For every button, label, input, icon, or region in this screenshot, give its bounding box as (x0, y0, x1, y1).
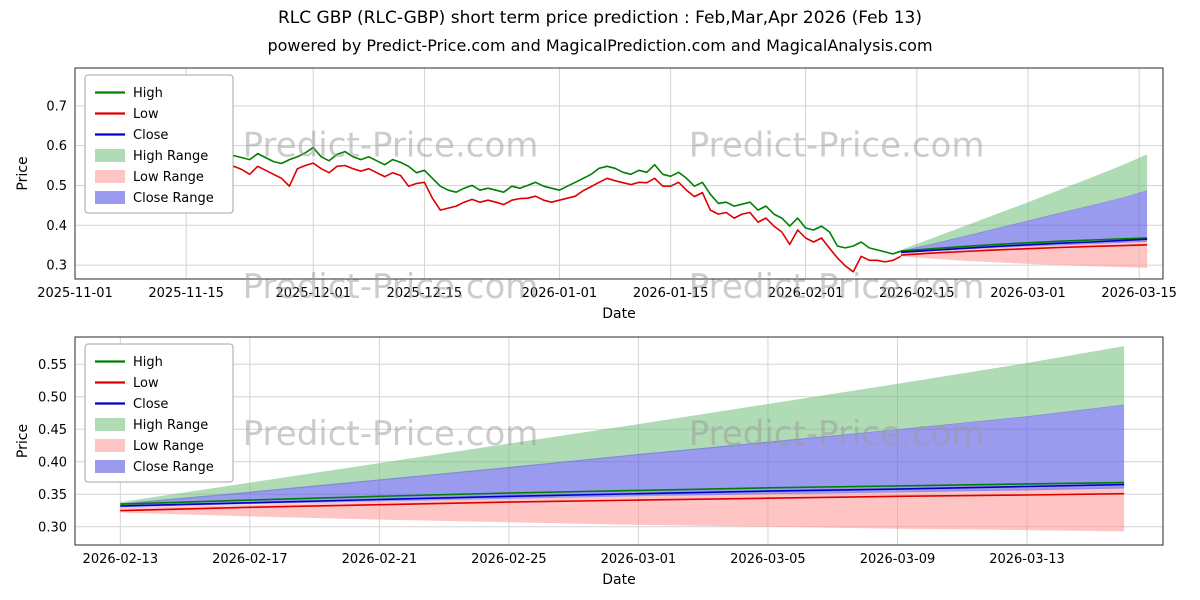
y-axis-label: Price (15, 156, 31, 190)
x-tick-label: 2026-02-21 (342, 552, 418, 567)
y-tick-label: 0.7 (46, 99, 67, 114)
x-tick-label: 2025-11-15 (148, 286, 224, 301)
y-axis-label: Price (15, 424, 31, 458)
legend-label: Low (133, 376, 159, 391)
x-tick-label: 2026-01-01 (522, 286, 598, 301)
x-tick-label: 2026-03-01 (990, 286, 1066, 301)
chart-0: 2025-11-01 2025-11-15 2025-12-01 2025-12-15… (15, 67, 1177, 322)
legend-label: High (133, 86, 163, 101)
x-tick-label: 2026-01-15 (633, 286, 709, 301)
x-tick-label: 2025-12-15 (387, 286, 463, 301)
low-line (106, 99, 902, 273)
legend: High Low Close High Range Low Range Close Ran… (84, 343, 234, 483)
y-tick-label: 0.3 (46, 259, 67, 274)
y-tick-label: 0.50 (38, 390, 67, 405)
legend-label: Low Range (133, 170, 204, 185)
legend-swatch-close-range (95, 191, 125, 204)
legend-label: Close Range (133, 460, 214, 475)
low-forecast-line (900, 244, 1148, 256)
watermark-text: Predict-Price.com (243, 414, 539, 454)
legend-label: Close (133, 128, 168, 143)
legend-swatch-low-range (95, 439, 125, 452)
low-range-band (120, 487, 1125, 532)
legend-label: High (133, 355, 163, 370)
legend-label: High Range (133, 418, 208, 433)
y-tick-label: 0.5 (46, 179, 67, 194)
watermark-text: Predict-Price.com (689, 414, 985, 454)
legend-label: High Range (133, 149, 208, 164)
high-forecast-line (900, 237, 1148, 252)
y-tick-label: 0.35 (38, 488, 67, 503)
x-tick-label: 2026-02-15 (879, 286, 955, 301)
legend-swatch-low-range (95, 170, 125, 183)
plot-area (120, 346, 1125, 532)
x-tick-label: 2026-03-09 (860, 552, 936, 567)
legend-label: Low (133, 107, 159, 122)
x-tick-label: 2026-03-13 (989, 552, 1065, 567)
x-tick-label: 2026-02-01 (768, 286, 844, 301)
high-range-band (900, 154, 1148, 252)
high-line (120, 481, 1125, 505)
legend-label: Close (133, 397, 168, 412)
close-range-band (120, 404, 1125, 508)
y-tick-label: 0.45 (38, 423, 67, 438)
high-range-band (120, 346, 1125, 505)
legend-swatch-high-range (95, 418, 125, 431)
y-tick-label: 0.4 (46, 219, 67, 234)
watermark-text: Predict-Price.com (689, 126, 985, 166)
legend-label: Low Range (133, 439, 204, 454)
x-tick-label: 2025-11-01 (37, 286, 113, 301)
y-tick-label: 0.30 (38, 520, 67, 535)
x-tick-label: 2026-03-05 (730, 552, 806, 567)
x-tick-label: 2026-02-13 (83, 552, 159, 567)
legend: High Low Close High Range Low Range Close Ran… (84, 74, 234, 214)
chart-1: 2026-02-13 2026-02-17 2026-02-21 2026-02-25… (15, 336, 1164, 588)
legend-label: Close Range (133, 191, 214, 206)
watermark-text: Predict-Price.com (243, 126, 539, 166)
low-line (120, 492, 1125, 512)
plot-area (106, 75, 1148, 273)
x-tick-label: 2026-03-01 (601, 552, 677, 567)
close-line (120, 483, 1125, 507)
x-tick-label: 2026-02-25 (471, 552, 547, 567)
chart-title: RLC GBP (RLC-GBP) short term price predi… (278, 8, 922, 28)
low-range-band (900, 240, 1148, 268)
x-tick-label: 2026-03-15 (1101, 286, 1177, 301)
watermark-text: Predict-Price.com (689, 267, 985, 307)
x-axis-label: Date (602, 572, 635, 588)
high-line (106, 75, 902, 255)
close-line (900, 238, 1148, 254)
x-tick-label: 2026-02-17 (212, 552, 288, 567)
watermark-text: Predict-Price.com (243, 267, 539, 307)
legend-swatch-high-range (95, 149, 125, 162)
chart-subtitle: powered by Predict-Price.com and Magical… (267, 36, 933, 55)
y-tick-label: 0.55 (38, 358, 67, 373)
legend-swatch-close-range (95, 460, 125, 473)
y-tick-label: 0.40 (38, 455, 67, 470)
y-tick-label: 0.6 (46, 139, 67, 154)
x-tick-label: 2025-12-01 (275, 286, 351, 301)
close-range-band (900, 190, 1148, 254)
x-axis-label: Date (602, 306, 635, 322)
